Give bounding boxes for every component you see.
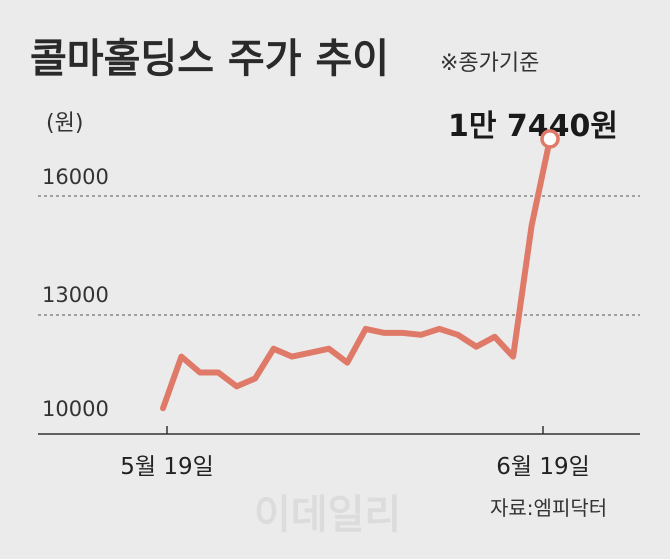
data-point [199, 372, 201, 373]
data-point [420, 334, 422, 336]
data-point [346, 362, 348, 364]
final-point-marker [540, 129, 560, 149]
chart-subtitle: ※종가기준 [440, 51, 539, 76]
y-tick-label: 10000 [42, 397, 109, 421]
data-point [494, 336, 496, 338]
x-tick-label: 6월 19일 [496, 454, 590, 480]
data-point [531, 225, 533, 227]
x-tick-label: 5월 19일 [120, 454, 214, 480]
y-axis-unit: (원) [46, 111, 83, 136]
source-note: 자료:엠피닥터 [490, 496, 607, 520]
watermark: 이데일리 [254, 492, 401, 538]
data-point [438, 328, 440, 330]
data-point [254, 378, 256, 379]
data-point [309, 352, 311, 354]
data-point [383, 332, 385, 334]
y-tick-label: 16000 [42, 165, 109, 189]
y-tick-label: 13000 [42, 283, 109, 307]
data-point [291, 356, 293, 358]
x-axis-ticks: 5월 19일 6월 19일 [120, 426, 590, 480]
data-point [365, 328, 367, 330]
y-axis-ticks: 16000 13000 10000 [42, 165, 109, 421]
data-point [273, 348, 275, 350]
data-point [512, 356, 514, 358]
data-point [180, 356, 182, 358]
data-point [402, 332, 404, 334]
data-point [162, 407, 164, 409]
chart-title: 콜마홀딩스 주가 추이 [30, 36, 389, 82]
price-line [160, 135, 553, 412]
price-series [160, 129, 560, 412]
data-point [236, 385, 238, 387]
grid-lines [38, 195, 640, 316]
data-point [457, 334, 459, 336]
data-point [328, 348, 330, 350]
peak-value-annotation: 1만 7440원 [448, 109, 618, 144]
data-point [475, 346, 477, 348]
data-point [217, 372, 219, 373]
